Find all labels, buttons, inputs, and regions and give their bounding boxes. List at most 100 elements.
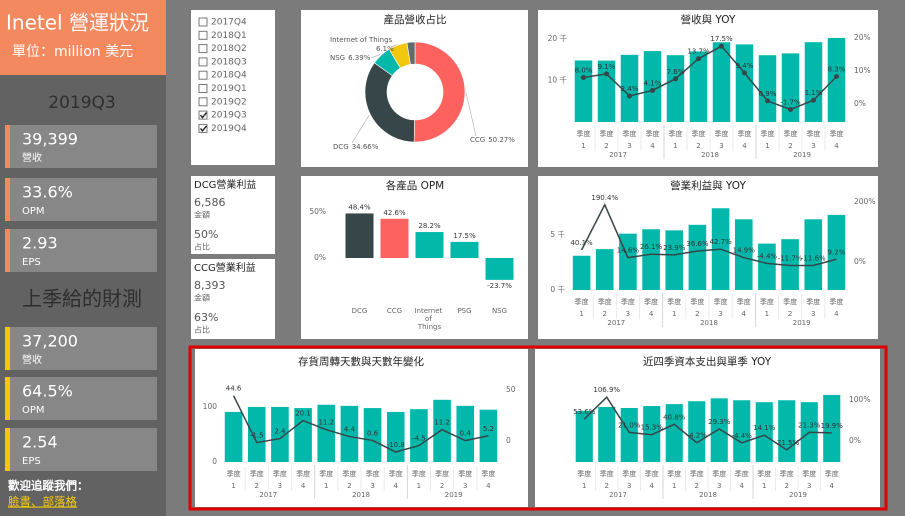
pie-slice (413, 41, 466, 143)
x-axis-label: 季度 (600, 129, 614, 138)
checkbox[interactable] (198, 57, 208, 67)
filter-label[interactable]: 2019Q2 (211, 97, 247, 107)
kpi-accent (5, 125, 10, 168)
y-tick-label: 50% (309, 207, 326, 216)
bar (340, 405, 359, 462)
y2-tick-label: 200% (854, 197, 875, 206)
value-label: 9.1% (598, 63, 616, 71)
x-tick-label: 4 (301, 482, 306, 490)
filter-label[interactable]: 2019Q3 (211, 111, 247, 121)
checkbox[interactable] (198, 97, 208, 107)
x-tick-label: 1 (765, 142, 769, 150)
filter-label[interactable]: 2018Q2 (211, 44, 247, 54)
card-title: CCG營業利益 (194, 261, 256, 274)
x-tick-label: 2 (696, 142, 700, 150)
value-label: 0.4 (460, 430, 472, 438)
kpi-accent (5, 327, 10, 370)
value-label: 42.6% (383, 209, 406, 217)
x-tick-label: 3 (811, 142, 815, 150)
chart-title: 營收與 YOY (681, 13, 736, 26)
checkbox[interactable] (198, 123, 208, 133)
x-tick-label: 3 (811, 310, 815, 318)
x-tick-label: 3 (278, 482, 282, 490)
checkbox[interactable] (198, 84, 208, 93)
filter-label[interactable]: 2018Q3 (211, 57, 247, 67)
y2-tick-label: 0% (854, 99, 866, 108)
kpi-card (5, 178, 157, 221)
x-axis-label: 季度 (807, 129, 821, 138)
filter-label[interactable]: 2017Q4 (211, 18, 247, 28)
x-axis-label: 季度 (481, 469, 495, 478)
bar (688, 224, 707, 290)
kpi-card (5, 428, 157, 471)
checkbox[interactable] (198, 30, 208, 40)
value-label: 53.6% (573, 408, 596, 416)
value-label: 40.8% (663, 413, 686, 421)
slice-value: 6.1% (376, 45, 394, 53)
checkbox[interactable] (198, 110, 208, 120)
value-label: 26.1% (640, 243, 663, 251)
x-axis-label: 季度 (577, 469, 591, 478)
x-tick-label: 2 (347, 482, 351, 490)
group-label: 2018 (700, 319, 718, 327)
line (580, 203, 837, 267)
x-tick-label: 2 (440, 482, 444, 490)
value-label: -11.6% (801, 255, 826, 263)
filter-label[interactable]: 2019Q4 (211, 124, 247, 134)
checkbox[interactable] (198, 44, 208, 54)
x-tick-label: 4 (830, 482, 835, 490)
x-axis-label: 季度 (829, 297, 843, 306)
y2-tick-label: 0% (854, 257, 866, 266)
bar (363, 408, 382, 462)
bar (712, 42, 731, 123)
x-tick-label: 3 (718, 310, 722, 318)
filter-label[interactable]: 2019Q1 (211, 84, 247, 94)
bar (827, 37, 846, 122)
value-label: 11.2 (318, 419, 334, 427)
x-axis-label: 季度 (646, 129, 660, 138)
y-tick-label: 5 千 (550, 229, 565, 239)
x-axis-label: 季度 (712, 469, 726, 478)
x-tick-label: 1 (324, 482, 328, 490)
kpi-accent (5, 377, 10, 420)
x-tick-label: 1 (231, 482, 235, 490)
y-tick-label: 0% (314, 253, 326, 262)
bar (758, 55, 777, 122)
x-tick-label: 4 (650, 482, 655, 490)
slice-label: Internet of Things 6.1% (330, 36, 394, 53)
social-links[interactable]: 臉書、部落格 (8, 495, 77, 509)
y-tick-label: 0 千 (550, 284, 565, 294)
value-label: 36.6% (686, 240, 709, 248)
kpi-label: EPS (22, 456, 41, 467)
x-tick-label: NSG (492, 307, 507, 315)
title-box (0, 0, 166, 75)
x-axis-label: 季度 (412, 469, 426, 478)
line (583, 396, 832, 451)
value-label: 28.2% (418, 222, 441, 230)
x-tick-label: 4 (834, 310, 839, 318)
checkmark (199, 125, 208, 133)
checkbox[interactable] (198, 70, 208, 80)
kpi-label: OPM (22, 206, 45, 217)
value-label: 20.1 (295, 410, 311, 418)
x-tick-label: 3 (807, 482, 811, 490)
x-axis-label: 季度 (342, 469, 356, 478)
y2-tick-label: 20% (854, 33, 871, 42)
x-axis-label: 季度 (692, 129, 706, 138)
group-label: 2018 (352, 491, 370, 499)
x-axis-label: 季度 (667, 297, 681, 306)
x-tick-label: 2 (788, 310, 792, 318)
value-label: -4.2% (687, 432, 708, 440)
checkbox[interactable] (198, 17, 208, 27)
bar (735, 44, 754, 122)
kpi-value: 2.54 (22, 433, 58, 452)
y2-tick-label: 100% (849, 395, 870, 404)
chart-title: 各產品 OPM (386, 179, 445, 192)
group-label: 2017 (607, 319, 625, 327)
value-label: 2.4 (274, 428, 286, 436)
filter-label[interactable]: 2018Q1 (211, 31, 247, 41)
filter-label[interactable]: 2018Q4 (211, 71, 247, 81)
x-axis-label: 季度 (645, 469, 659, 478)
y2-tick-label: 0% (849, 436, 861, 445)
x-tick-label: 3 (463, 482, 467, 490)
